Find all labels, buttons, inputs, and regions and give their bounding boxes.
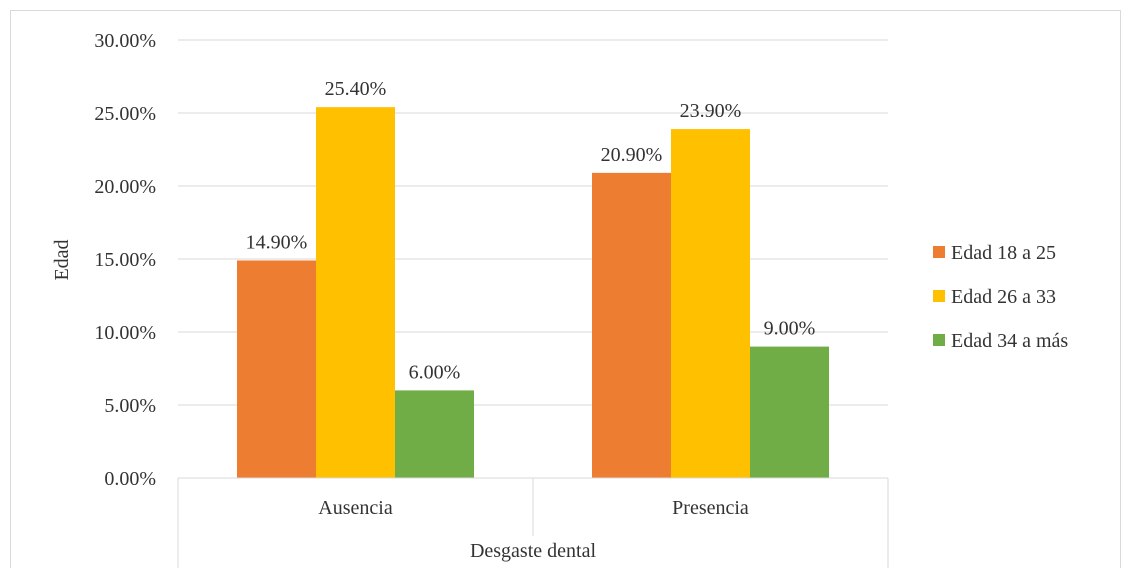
data-label: 6.00% [409, 361, 461, 383]
y-tick-label: 20.00% [94, 176, 156, 198]
legend-swatch [933, 290, 945, 302]
axes [177, 477, 889, 568]
bar [237, 260, 316, 478]
legend-swatch [933, 334, 945, 346]
chart-border [10, 10, 1121, 568]
data-label: 25.40% [325, 78, 387, 100]
bar [592, 172, 671, 479]
x-tick-labels: Ausencia Presencia [318, 497, 749, 519]
data-label: 14.90% [246, 231, 308, 253]
data-labels: 14.90% 25.40% 6.00% 20.90% 23.90% 9.00% [246, 78, 816, 383]
y-tick-label: 30.00% [94, 30, 156, 52]
y-tick-label: 15.00% [94, 249, 156, 271]
y-tick-labels: 0.00% 5.00% 10.00% 15.00% 20.00% 25.00% 30.00% [94, 30, 156, 490]
data-label: 20.90% [601, 144, 663, 166]
y-tick-label: 10.00% [94, 322, 156, 344]
bars [237, 107, 829, 479]
data-label: 23.90% [680, 100, 742, 122]
y-tick-label: 25.00% [94, 103, 156, 125]
x-tick-label: Presencia [672, 497, 749, 519]
x-tick-label: Ausencia [318, 497, 393, 519]
data-label: 9.00% [764, 318, 816, 340]
y-axis-title: Edad [51, 239, 73, 280]
x-axis-title: Desgaste dental [470, 540, 597, 562]
legend-label: Edad 34 a más [951, 330, 1068, 352]
legend: Edad 18 a 25 Edad 26 a 33 Edad 34 a más [933, 242, 1068, 352]
bar [395, 390, 474, 478]
y-tick-label: 5.00% [104, 395, 156, 417]
bar [750, 346, 829, 478]
legend-swatch [933, 246, 945, 258]
bar [671, 129, 750, 478]
legend-label: Edad 26 a 33 [951, 286, 1056, 308]
legend-label: Edad 18 a 25 [951, 242, 1056, 264]
y-tick-label: 0.00% [104, 468, 156, 490]
bar [316, 107, 395, 478]
